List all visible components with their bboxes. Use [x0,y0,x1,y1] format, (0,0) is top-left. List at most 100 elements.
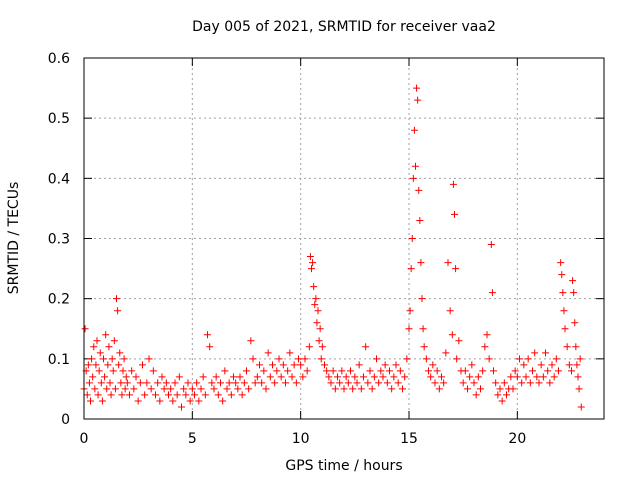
data-point [199,373,207,381]
data-point [258,379,266,387]
data-point [158,373,166,381]
data-point [390,373,398,381]
data-point [100,355,107,363]
data-point [119,367,127,375]
plot-frame [83,57,605,420]
data-point [569,277,577,285]
data-point [120,355,128,363]
data-point [221,367,229,375]
data-point [130,385,138,393]
data-point [412,162,419,170]
data-point [550,373,558,381]
data-point [121,385,129,393]
data-point [197,385,205,393]
data-point [264,349,272,357]
data-point [180,385,188,393]
y-tick-label: 0.3 [48,232,70,248]
data-point [362,343,370,351]
data-point [373,355,380,363]
x-tick-label: 15 [400,431,418,447]
data-point [329,367,337,375]
data-point [323,367,331,375]
data-point [511,367,519,375]
data-point [459,379,467,387]
data-point [83,391,91,399]
y-tick-label: 0.5 [48,111,70,127]
data-point [301,355,309,363]
data-point [206,343,214,351]
data-point [455,337,463,345]
data-point [539,373,547,381]
data-point [310,283,318,291]
data-point [563,343,571,351]
data-point [305,343,313,351]
data-point [105,343,113,351]
data-point [297,361,305,369]
data-point [477,385,484,393]
data-point [422,355,430,363]
data-point [336,379,344,387]
data-point [275,355,283,363]
data-point [282,379,289,387]
data-point [101,373,109,381]
data-point [408,235,416,242]
data-point [321,361,328,369]
data-point [347,367,354,375]
data-point [191,391,198,399]
data-point [552,355,560,363]
data-point [406,307,414,315]
data-point [364,379,372,387]
data-point [115,361,123,369]
data-point [243,367,250,375]
data-point [370,373,378,381]
data-point [327,379,335,387]
data-point [162,379,170,387]
data-point [167,385,175,393]
data-point [386,367,393,375]
data-point [315,337,323,345]
data-point [269,361,276,369]
data-point [325,373,333,381]
data-point [93,337,101,345]
data-point [154,379,162,387]
data-point [409,174,417,182]
data-point [496,385,504,393]
y-tick-label: 0 [61,412,70,428]
data-point [392,361,400,369]
data-point [414,96,422,104]
data-point [128,367,136,375]
data-point [507,373,515,381]
data-point [401,373,409,381]
data-point [299,373,307,381]
data-point [407,265,415,273]
data-point [535,379,543,387]
data-point [548,361,556,369]
data-point [377,367,385,375]
data-point [442,349,450,357]
data-point [470,379,478,387]
data-point [449,180,457,188]
data-point [193,379,201,387]
data-point [223,385,231,393]
x-tick-label: 10 [292,431,310,447]
data-point [165,391,172,399]
data-point [292,379,300,387]
data-point [425,367,432,375]
data-point [472,391,480,399]
y-tick-label: 0.1 [48,352,70,368]
data-point [273,367,281,375]
data-point [141,391,149,399]
data-point [334,373,341,381]
data-point [572,343,580,351]
data-point [284,367,292,375]
data-point [573,361,581,369]
data-point [95,367,103,375]
data-point [575,385,583,393]
data-point [251,379,259,387]
data-point [314,307,322,315]
data-point [331,385,339,393]
data-point [178,403,185,411]
data-point [565,361,573,369]
data-points [80,84,585,411]
